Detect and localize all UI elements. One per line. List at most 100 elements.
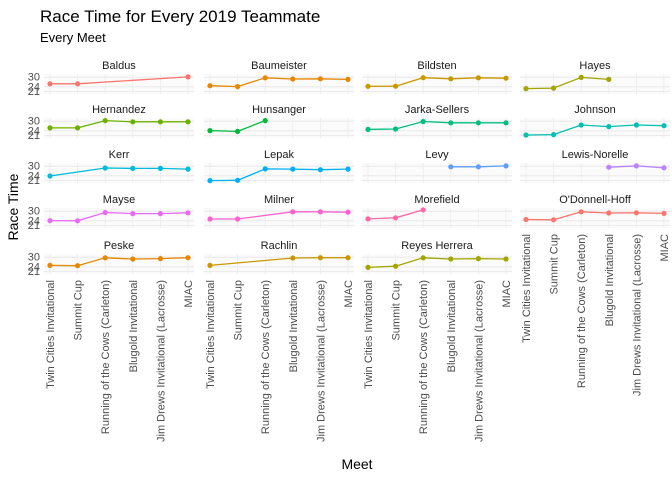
panel-lewis-norelle-background (520, 163, 670, 183)
panel-baldus-data-point (75, 81, 81, 87)
y-tick-label: 30 (28, 252, 40, 264)
y-tick-label: 21 (28, 266, 40, 278)
y-tick-label: 21 (28, 220, 40, 232)
panel-mayse-series-line (49, 211, 189, 222)
panel-reyes-herrera-series-line (367, 257, 507, 269)
y-tick-label: 21 (28, 130, 40, 142)
panel-baldus-data-point (47, 81, 53, 87)
facet-label: Jarka-Sellers (405, 104, 470, 116)
facet-label: Hayes (579, 60, 611, 72)
panel-rachlin-data-point (317, 255, 323, 261)
x-tick-label: Twin Cities Invitational (45, 280, 57, 389)
panel-lepak: Lepak (204, 149, 354, 184)
panel-baumeister-data-point (262, 75, 268, 81)
panel-jarka-sellers-data-point (448, 120, 454, 126)
panel-rachlin-data-point (345, 255, 351, 261)
y-tick-label: 24 (28, 81, 40, 93)
facet-label: Hernandez (92, 104, 146, 116)
facet-label: Lepak (264, 149, 294, 161)
x-tick-label: Running of the Cows (Carleton) (100, 280, 112, 434)
panel-baumeister-data-point (317, 76, 323, 82)
panel-johnson-data-point (551, 132, 557, 138)
panel-reyes-herrera-data-point (448, 256, 454, 262)
panel-mayse-data-point (102, 209, 108, 216)
panel-milner-data-point (290, 209, 296, 215)
panel-levy-background (362, 163, 512, 183)
panel-o-donnell-hoff-data-point (606, 210, 612, 216)
panel-o-donnell-hoff-data-point (523, 216, 529, 223)
panel-levy: Levy (362, 149, 512, 183)
panel-bildsten-series-line (367, 77, 507, 87)
x-tick-label: Twin Cities Invitational (205, 280, 217, 389)
x-tick-label: Running of the Cows (Carleton) (418, 280, 430, 434)
panel-jarka-sellers-data-point (365, 126, 371, 132)
panel-baumeister-series-line (209, 77, 349, 88)
panel-hunsanger-background (204, 118, 354, 138)
panel-milner: Milner (204, 194, 354, 228)
panel-mayse-data-point (157, 211, 163, 217)
panel-rachlin-data-point (290, 255, 296, 261)
x-tick-label: Summit Cup (233, 280, 245, 341)
panel-peske-data-point (157, 256, 163, 262)
panel-johnson-data-point (606, 124, 612, 130)
panel-lepak-data-point (290, 166, 296, 172)
chart-title: Race Time for Every 2019 Teammate (40, 7, 320, 26)
panel-baldus-data-point (185, 74, 191, 80)
x-tick-label: MIAC (343, 280, 355, 308)
panel-baumeister-data-point (345, 76, 351, 82)
y-tick-label: 24 (28, 125, 40, 137)
panel-kerr-data-point (47, 173, 53, 179)
panel-hernandez-data-point (130, 119, 136, 125)
y-tick-label: 24 (28, 170, 40, 182)
chart-subtitle: Every Meet (40, 30, 106, 45)
panel-o-donnell-hoff-data-point (551, 217, 557, 223)
panel-rachlin: Rachlin (204, 240, 354, 274)
panel-o-donnell-hoff-data-point (578, 209, 584, 215)
y-tick-label: 24 (28, 215, 40, 227)
panel-reyes-herrera-data-point (393, 263, 399, 269)
panel-levy-data-point (475, 164, 481, 170)
panel-hunsanger: Hunsanger (204, 104, 354, 138)
panel-milner-data-point (345, 209, 351, 215)
panel-bildsten-data-point (393, 83, 399, 89)
panel-o-donnell-hoff: O'Donnell-Hoff (520, 194, 670, 228)
panel-lepak-data-point (317, 167, 323, 173)
panel-lepak-data-point (207, 178, 213, 184)
panel-levy-data-point (448, 164, 454, 170)
y-axis-title: Race Time (5, 173, 21, 240)
panel-bildsten-data-point (448, 76, 454, 82)
x-tick-label: MIAC (183, 280, 195, 308)
y-tick-label: 21 (28, 86, 40, 98)
panel-peske-data-point (130, 256, 136, 262)
x-tick-label: Jim Drews Invitational (Lacrosse) (315, 280, 327, 442)
panel-bildsten: Bildsten (362, 60, 512, 94)
panel-hunsanger-data-point (207, 128, 213, 134)
x-axis-ticks: Twin Cities Invitational Summit Cup Runnin… (45, 234, 671, 442)
panel-hernandez-data-point (157, 119, 163, 125)
panel-morefield-background (362, 208, 512, 228)
panel-morefield: Morefield (362, 194, 512, 228)
panel-mayse-data-point (47, 218, 53, 224)
panel-lepak-series-line (209, 168, 349, 182)
panel-morefield-data-point (365, 216, 371, 222)
panel-lewis-norelle-data-point (661, 165, 667, 171)
panel-bildsten-background (362, 74, 512, 94)
panel-hayes-series-line (525, 76, 609, 90)
panel-lewis-norelle: Lewis-Norelle (520, 149, 670, 183)
facet-label: Baldus (102, 60, 136, 72)
facet-label: O'Donnell-Hoff (559, 194, 632, 206)
panel-baumeister-data-point (207, 83, 213, 89)
panel-morefield-data-point (420, 207, 426, 213)
x-tick-label: Blugold Invitational (128, 280, 140, 372)
panel-jarka-sellers: Jarka-Sellers (362, 104, 512, 138)
x-tick-label: Jim Drews Invitational (Lacrosse) (631, 234, 643, 396)
panel-hernandez-background (44, 118, 194, 138)
panel-hunsanger-data-point (235, 128, 241, 134)
x-tick-label: MIAC (501, 280, 513, 308)
panel-lepak-data-point (235, 177, 241, 183)
